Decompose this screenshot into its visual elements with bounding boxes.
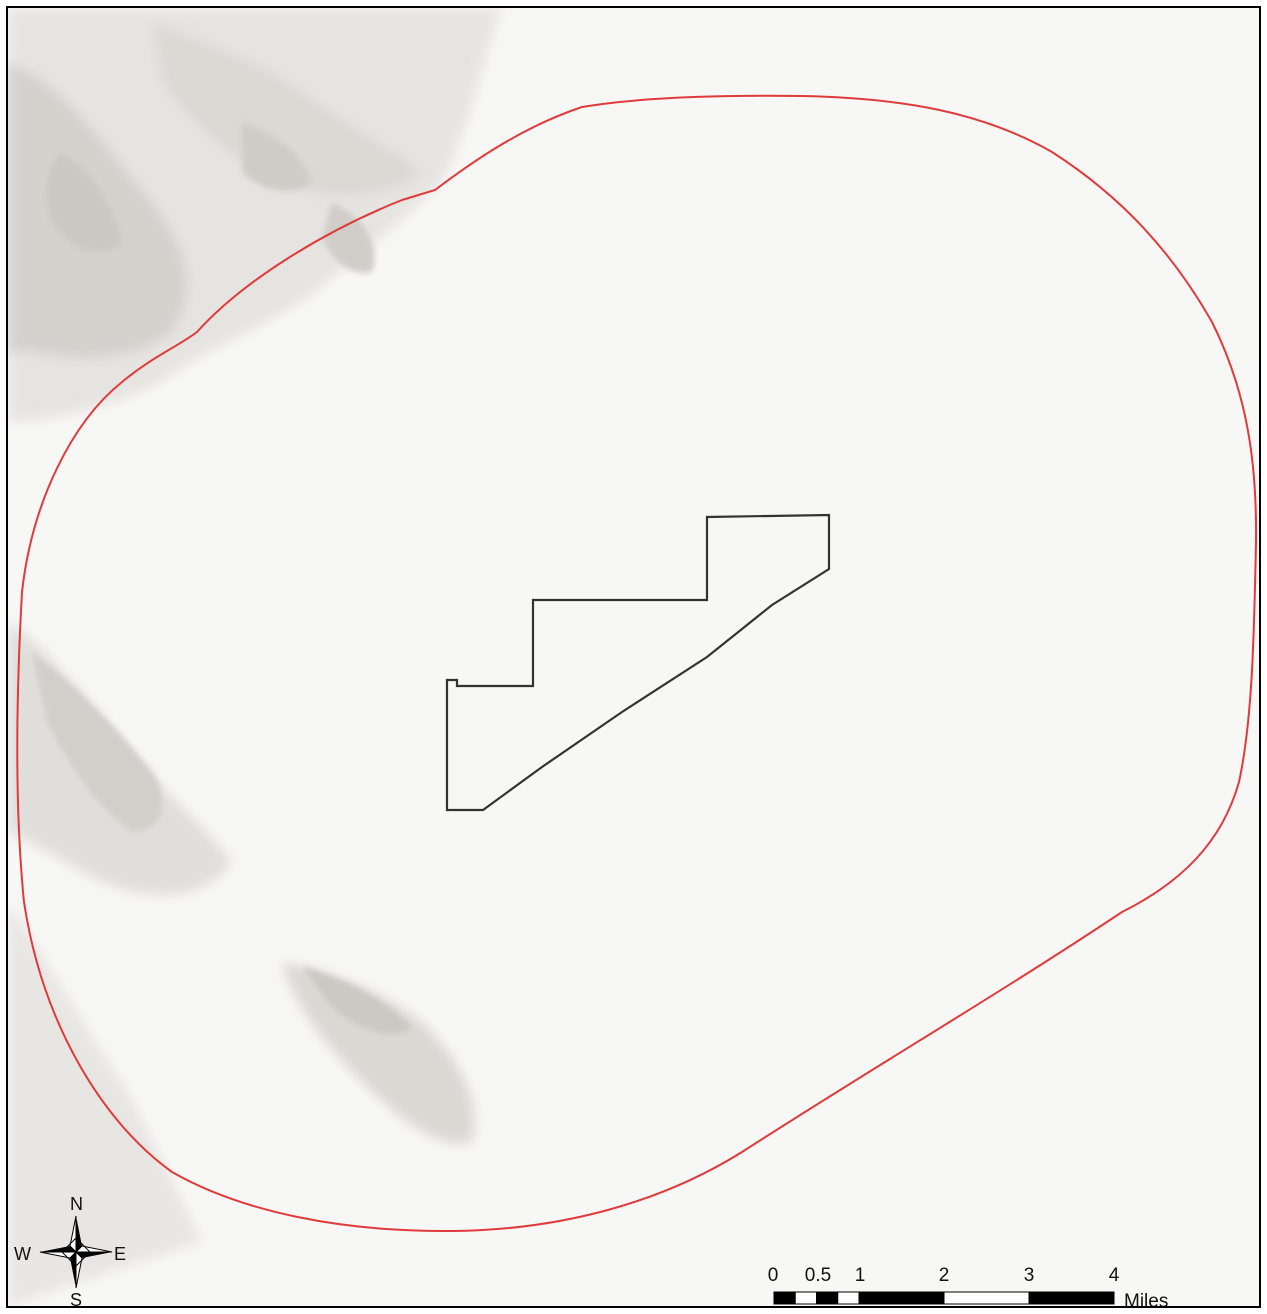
scale-bar-segment [858, 1291, 945, 1305]
map-canvas[interactable] [8, 8, 1259, 1306]
scale-bar-segment [943, 1291, 1030, 1305]
scale-label-2: 2 [938, 1265, 950, 1286]
scale-bar-segment [794, 1291, 817, 1305]
scale-units-label: Miles [1124, 1291, 1169, 1308]
terrain-hillshade-west [8, 622, 232, 1306]
scale-bar [773, 1291, 1115, 1305]
compass-east-label: E [114, 1244, 127, 1264]
terrain-hillshade-northwest [8, 8, 502, 422]
study-area-boundary[interactable] [16, 94, 1258, 1233]
terrain-hillshade-south [282, 962, 475, 1144]
compass-west-label: W [14, 1244, 31, 1264]
scale-label-3: 3 [1023, 1265, 1035, 1286]
scale-bar-segment [1028, 1291, 1115, 1305]
map-frame: N W E S 0 0.5 1 2 3 4 Miles [6, 6, 1261, 1308]
project-site-outline[interactable] [445, 513, 831, 812]
scale-bar-segment [816, 1291, 839, 1305]
compass-south-label: S [70, 1290, 83, 1308]
compass-rose-icon [39, 1215, 113, 1289]
scale-label-4: 4 [1108, 1265, 1120, 1286]
scale-label-1: 1 [854, 1265, 866, 1286]
scale-bar-segment [837, 1291, 860, 1305]
compass-north-label: N [70, 1194, 83, 1214]
scale-bar-segment [773, 1291, 796, 1305]
scale-label-0: 0 [767, 1265, 779, 1286]
scale-label-0-5: 0.5 [804, 1265, 832, 1286]
